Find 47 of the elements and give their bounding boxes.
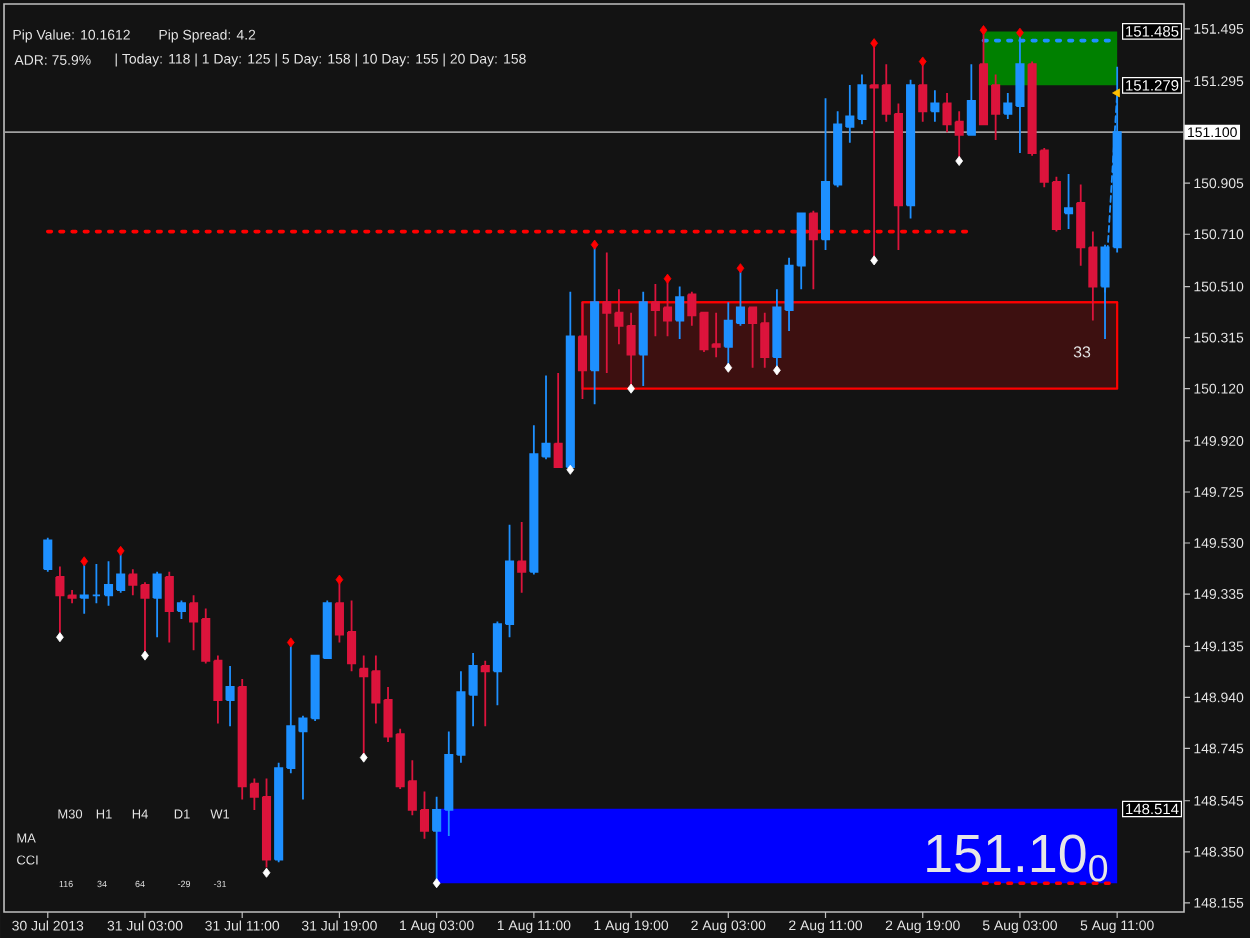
candlestick [517,521,527,594]
candlestick [918,60,928,123]
point [870,38,878,49]
candlestick [590,243,600,406]
candlestick [164,570,174,644]
candlestick [808,209,818,291]
point [627,383,635,394]
point [979,25,988,36]
point [724,362,733,373]
candlestick [906,78,916,220]
point [870,255,878,266]
candlestick [675,285,685,340]
point [590,239,599,250]
candlestick [553,372,563,469]
candlestick [1064,173,1074,230]
point [918,56,927,67]
point [432,878,441,889]
point [116,545,125,556]
candlestick [468,652,478,728]
point [359,752,368,763]
point [335,574,344,585]
candlestick [480,659,490,728]
candlestick [638,290,648,387]
point [1016,27,1024,38]
candlestick [43,536,53,573]
candlestick [930,89,940,123]
candlestick [152,570,162,639]
candlestick [176,599,186,620]
candlestick [225,665,235,728]
point [955,155,964,166]
candlestick [91,563,101,605]
point [286,637,295,648]
candlestick [577,301,588,400]
point [1112,88,1120,98]
point [663,273,672,284]
point [566,464,575,475]
point [262,867,271,878]
candlestick [79,560,89,615]
point [141,650,149,661]
candlestick [565,290,575,471]
point [80,556,89,567]
point [56,632,64,643]
candlestick [67,589,77,605]
annotation: 151.10$_{0}$ [927,834,1108,882]
point [773,365,781,376]
point [736,263,745,274]
candlestick [966,63,976,136]
